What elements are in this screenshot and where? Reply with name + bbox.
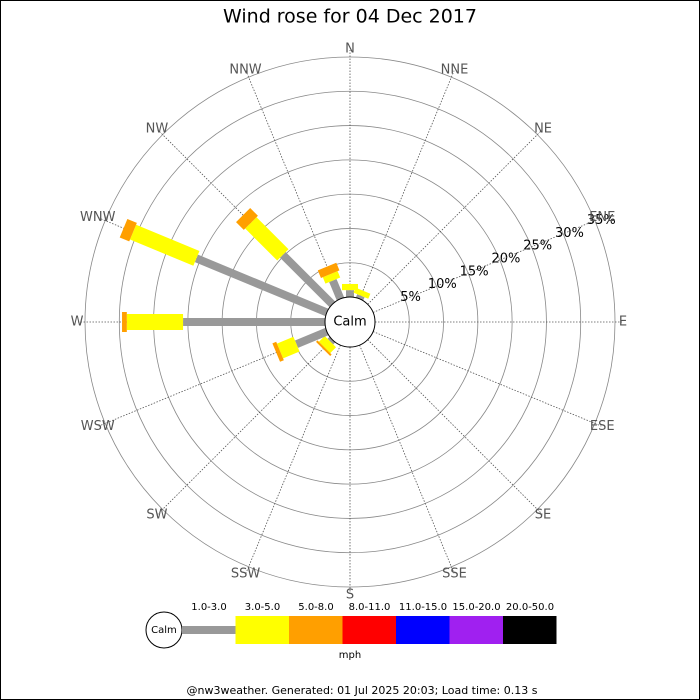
direction-label: NE <box>534 121 552 136</box>
chart-title: Wind rose for 04 Dec 2017 <box>223 6 477 28</box>
legend-label: 5.0-8.0 <box>298 602 333 613</box>
r-tick-label: 20% <box>491 252 520 267</box>
legend-swatch <box>235 616 289 644</box>
bar-segment <box>316 340 332 356</box>
footer: @nw3weather. Generated: 01 Jul 2025 20:0… <box>187 684 538 697</box>
bar-segment <box>322 271 341 284</box>
bar-segment <box>122 312 127 332</box>
r-tick-label: 35% <box>587 213 616 228</box>
spoke <box>372 331 602 427</box>
spoke <box>157 339 333 515</box>
legend-label: 8.0-11.0 <box>349 602 391 613</box>
legend-swatch <box>396 616 450 644</box>
bar-segment <box>236 208 258 230</box>
bar-segment <box>245 217 289 261</box>
legend-unit: mph <box>339 650 361 661</box>
bar-segment <box>272 341 284 362</box>
direction-label: ENE <box>589 210 615 225</box>
spoke <box>367 339 543 515</box>
r-tick-label: 10% <box>428 277 457 292</box>
spoke <box>359 70 455 300</box>
bar-segment <box>183 318 325 326</box>
spoke <box>245 70 341 300</box>
legend-swatch <box>342 616 396 644</box>
legend-label: 11.0-15.0 <box>399 602 447 613</box>
legend-swatch <box>289 616 343 644</box>
bar-segment <box>317 262 340 279</box>
direction-label: SE <box>535 508 551 523</box>
legend-calm-label: Calm <box>151 625 177 636</box>
direction-label: NW <box>146 121 169 136</box>
legend-label: 1.0-3.0 <box>191 602 226 613</box>
r-tick-label: 30% <box>555 226 584 241</box>
legend-swatch <box>503 616 557 644</box>
r-tick-label: 15% <box>460 264 489 279</box>
legend-swatch <box>182 626 236 634</box>
direction-label: E <box>619 315 627 330</box>
bar-segment <box>327 336 336 345</box>
direction-label: N <box>345 42 355 57</box>
bar-segment <box>318 335 337 354</box>
direction-label: SSE <box>442 567 467 582</box>
bar-segment <box>353 287 371 299</box>
direction-label: NNW <box>229 62 261 77</box>
spoke <box>367 129 543 305</box>
r-tick-label: 5% <box>400 290 421 305</box>
legend-label: 15.0-20.0 <box>452 602 500 613</box>
bar-segment <box>126 314 184 330</box>
r-tick-label: 25% <box>523 239 552 254</box>
bar-segment <box>194 254 329 317</box>
direction-label: W <box>71 315 84 330</box>
bar-segment <box>119 218 137 242</box>
direction-label: S <box>346 588 354 603</box>
direction-label: NNE <box>441 62 469 77</box>
legend-swatch <box>449 616 503 644</box>
direction-label: WSW <box>81 419 115 434</box>
spoke <box>245 344 341 574</box>
spoke <box>98 331 328 427</box>
legend-label: 3.0-5.0 <box>245 602 280 613</box>
bar-segment <box>280 252 336 308</box>
direction-label: WNW <box>80 210 116 225</box>
bar-segment <box>129 224 200 266</box>
bar-segment <box>342 283 358 291</box>
direction-label: SW <box>146 508 167 523</box>
calm-label: Calm <box>333 315 366 330</box>
spoke <box>359 344 455 574</box>
legend-label: 20.0-50.0 <box>506 602 554 613</box>
bar-segment <box>355 294 365 301</box>
direction-label: ESE <box>590 419 615 434</box>
grid-ring <box>118 90 582 554</box>
calm-circle <box>324 296 376 348</box>
bar-segment <box>329 279 345 301</box>
bar-segment <box>294 327 329 348</box>
spoke <box>372 217 602 313</box>
bar-segment <box>346 290 354 297</box>
direction-label: SSW <box>231 567 261 582</box>
bar-segment <box>276 336 300 359</box>
